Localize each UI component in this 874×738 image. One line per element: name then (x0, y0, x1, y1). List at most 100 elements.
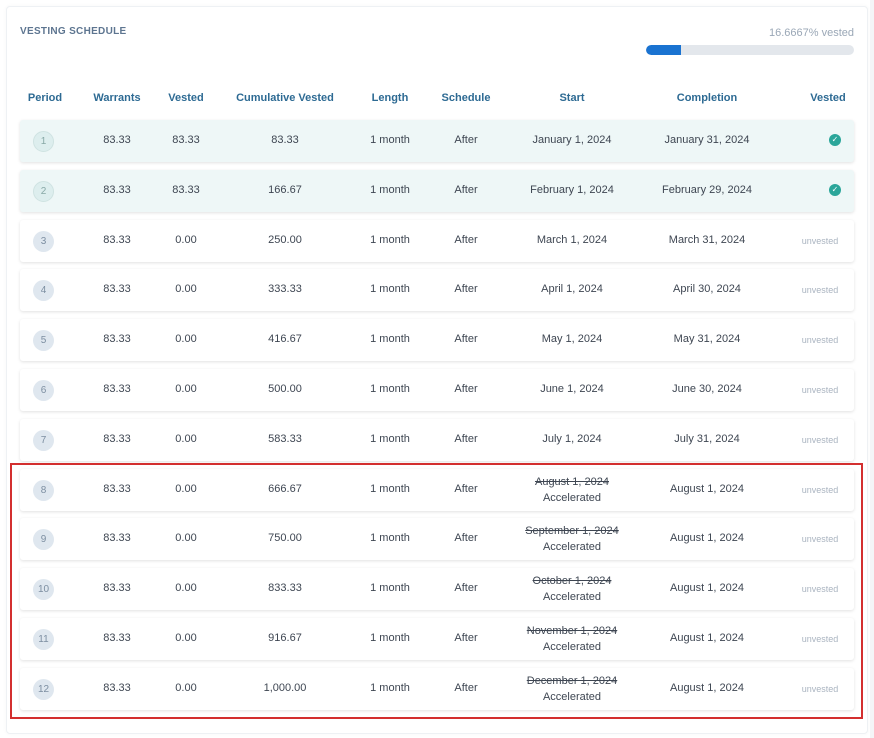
period-number-badge: 8 (33, 479, 54, 501)
table-row: 4 83.33 0.00 333.33 1 month After April 30, 20… (20, 269, 854, 312)
cell-vested: 83.33 (172, 183, 200, 196)
cell-start: January 1, 2024 (532, 134, 612, 146)
cell-vested: 0.00 (175, 681, 197, 694)
cell-vested: 0.00 (175, 233, 197, 246)
cell-schedule: After (454, 482, 478, 495)
table-row: 6 83.33 0.00 500.00 1 month After June 30, 202… (20, 369, 854, 411)
original-start-date: December 1, 2024 (526, 674, 618, 687)
cell-start: June 1, 2024 (540, 383, 604, 395)
cell-vested-status: unvested (801, 235, 839, 246)
cell-vested: 0.00 (175, 632, 197, 644)
cell-length: 1 month (370, 582, 410, 595)
check-circle-icon: ✓ (829, 183, 841, 196)
cell-cumulative-vested: 83.33 (271, 134, 299, 146)
header-start: Start (559, 92, 585, 104)
cell-cumulative-vested: 333.33 (268, 283, 302, 296)
cell-cumulative-vested: 833.33 (268, 582, 302, 595)
cell-start: February 1, 2024 (530, 183, 614, 196)
cell-cumulative-vested: 583.33 (268, 432, 302, 445)
table-row: 5 83.33 0.00 416.67 1 month After May 31, 2024… (20, 319, 854, 362)
cell-vested-status: unvested (801, 534, 839, 545)
cell-vested: 83.33 (172, 134, 200, 146)
cell-start: September 1, 2024 Accelerated (512, 525, 632, 553)
period-number-badge: 12 (33, 678, 54, 700)
header-completion: Completion (676, 92, 738, 104)
cell-length: 1 month (370, 681, 410, 694)
cell-warrants: 83.33 (103, 134, 131, 146)
period-number-badge: 10 (33, 579, 54, 601)
cell-length: 1 month (370, 532, 410, 545)
cell-cumulative-vested: 666.67 (268, 482, 302, 495)
cell-length: 1 month (370, 383, 410, 395)
check-circle-icon: ✓ (829, 134, 841, 146)
cell-vested: 0.00 (175, 432, 197, 445)
cell-cumulative-vested: 916.67 (268, 632, 302, 644)
accelerated-label: Accelerated (542, 690, 602, 703)
cell-schedule: After (454, 233, 478, 246)
cell-start: July 1, 2024 (542, 432, 602, 445)
cell-schedule: After (454, 383, 478, 395)
cell-cumulative-vested: 750.00 (268, 532, 302, 545)
table-row: 10 83.33 0.00 833.33 1 month After August 1, 2… (20, 568, 854, 611)
cell-completion: April 30, 2024 (673, 283, 741, 296)
cell-warrants: 83.33 (103, 333, 131, 346)
header-vested-status: Vested (810, 92, 846, 104)
cell-cumulative-vested: 250.00 (268, 233, 302, 246)
cell-vested: 0.00 (175, 532, 197, 545)
cell-warrants: 83.33 (103, 432, 131, 445)
cell-length: 1 month (370, 283, 410, 296)
cell-vested-status: unvested (801, 335, 839, 346)
cell-warrants: 83.33 (103, 681, 131, 694)
cell-vested-status: unvested (801, 634, 839, 644)
cell-cumulative-vested: 1,000.00 (263, 681, 307, 694)
header-cumulative-vested: Cumulative Vested (236, 92, 334, 104)
vesting-progress-fill (646, 45, 681, 55)
cell-completion: July 31, 2024 (674, 432, 740, 445)
cell-completion: August 1, 2024 (669, 681, 744, 694)
cell-schedule: After (454, 532, 478, 545)
page-edge (870, 0, 874, 738)
period-number-badge: 2 (33, 180, 54, 202)
cell-warrants: 83.33 (103, 532, 131, 545)
period-number-badge: 6 (33, 380, 54, 401)
period-number-badge: 11 (33, 629, 54, 650)
cell-vested: 0.00 (175, 283, 197, 296)
original-start-date: September 1, 2024 (525, 525, 619, 538)
cell-length: 1 month (370, 432, 410, 445)
period-number-badge: 1 (33, 131, 54, 152)
cell-completion: August 1, 2024 (669, 482, 744, 495)
header-period: Period (27, 92, 63, 104)
original-start-date: October 1, 2024 (532, 575, 612, 588)
original-start-date: November 1, 2024 (526, 625, 618, 637)
cell-vested-status: unvested (801, 584, 839, 595)
cell-length: 1 month (370, 134, 410, 146)
section-title: VESTING SCHEDULE (20, 26, 127, 37)
cell-start: December 1, 2024 Accelerated (512, 675, 632, 703)
cell-start: August 1, 2024 Accelerated (512, 476, 632, 504)
cell-vested-status: unvested (801, 484, 839, 495)
vested-percentage: 16.6667% vested (768, 27, 854, 39)
cell-start: November 1, 2024 Accelerated (512, 625, 632, 653)
period-number-badge: 5 (33, 330, 54, 352)
cell-length: 1 month (370, 233, 410, 246)
cell-warrants: 83.33 (103, 582, 131, 595)
cell-completion: August 1, 2024 (669, 582, 744, 595)
accelerated-label: Accelerated (542, 591, 602, 604)
header-warrants: Warrants (93, 92, 141, 104)
cell-schedule: After (454, 432, 478, 445)
table-row: 11 83.33 0.00 916.67 1 month After August 1, 2… (20, 618, 854, 660)
table-row: 1 83.33 83.33 83.33 1 month After January 31, … (20, 120, 854, 162)
cell-completion: August 1, 2024 (669, 632, 744, 644)
cell-length: 1 month (370, 632, 410, 644)
cell-warrants: 83.33 (103, 283, 131, 296)
cell-vested: 0.00 (175, 333, 197, 346)
cell-length: 1 month (370, 333, 410, 346)
header-length: Length (371, 92, 409, 104)
cell-cumulative-vested: 416.67 (268, 333, 302, 346)
original-start-date: August 1, 2024 (534, 475, 609, 488)
cell-start: April 1, 2024 (541, 283, 603, 296)
cell-completion: March 31, 2024 (668, 233, 746, 246)
cell-schedule: After (454, 183, 478, 196)
cell-vested-status: unvested (801, 683, 839, 694)
cell-start: March 1, 2024 (536, 233, 608, 246)
